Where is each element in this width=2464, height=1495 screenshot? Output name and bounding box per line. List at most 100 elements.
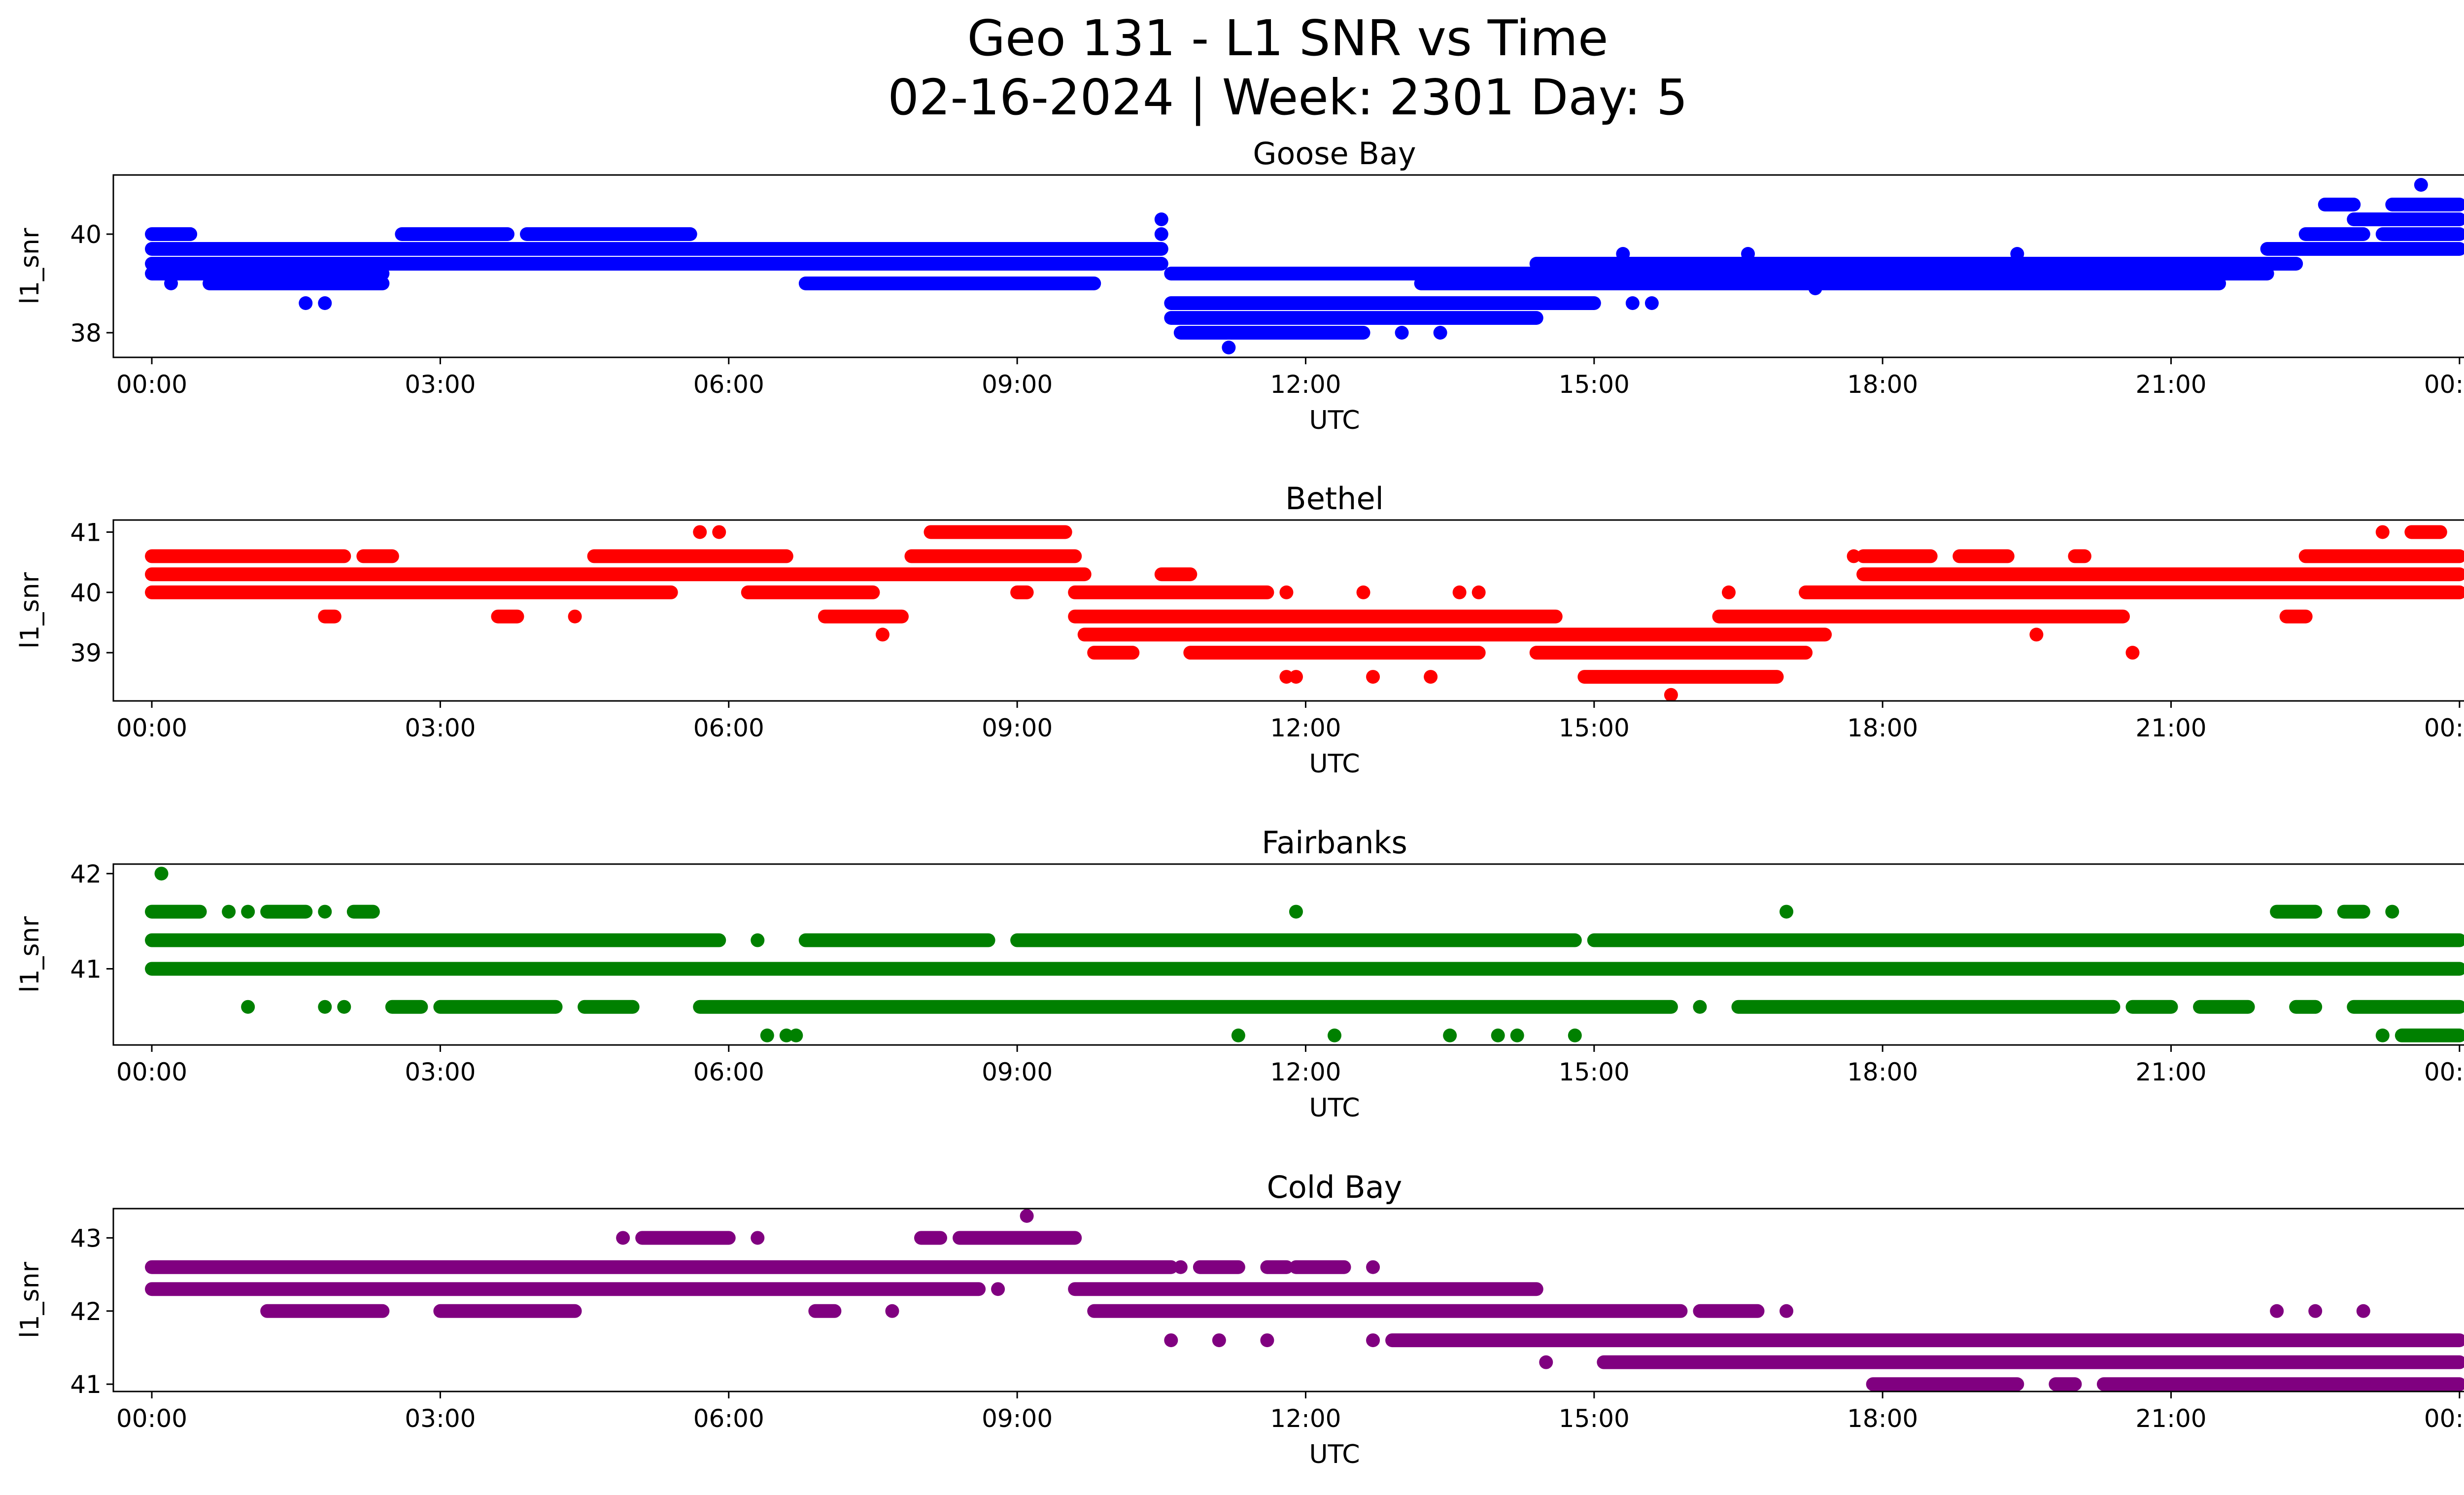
data-point (1356, 585, 1370, 599)
x-tick-label: 09:00 (982, 714, 1053, 742)
subplot-title: Bethel (1285, 481, 1384, 517)
x-tick-label: 00:00 (2424, 1404, 2464, 1433)
x-tick-label: 00:00 (116, 1404, 187, 1433)
y-tick-label: 38 (70, 319, 102, 348)
scatter-series (145, 867, 2464, 1043)
y-axis-label: l1_snr (15, 228, 45, 305)
data-point (318, 1000, 332, 1014)
data-point (1260, 1333, 1274, 1348)
point-band (260, 904, 313, 919)
scatter-series (145, 525, 2464, 701)
point-band (1068, 609, 1563, 624)
data-point (1847, 549, 1861, 563)
data-point (1443, 1028, 1457, 1043)
figure-title-line2: 02-16-2024 | Week: 2301 Day: 5 (888, 69, 1688, 126)
point-band (1866, 1377, 2024, 1391)
point-band (1068, 585, 1274, 599)
data-point (2375, 525, 2390, 539)
point-band (1164, 311, 1543, 325)
data-point (1780, 1304, 1794, 1318)
data-point (154, 867, 169, 881)
data-point (568, 609, 582, 624)
x-tick-label: 15:00 (1559, 714, 1630, 742)
y-tick-label: 41 (70, 955, 102, 983)
point-band (145, 567, 1092, 582)
point-band (145, 1282, 986, 1296)
data-point (616, 1231, 630, 1245)
x-tick-label: 12:00 (1270, 1404, 1341, 1433)
data-point (2125, 646, 2140, 660)
axes-frame (112, 863, 2464, 1046)
x-tick-label: 15:00 (1559, 370, 1630, 399)
data-point (1366, 1333, 1380, 1348)
axes-frame (112, 174, 2464, 358)
data-point (1231, 1028, 1245, 1043)
y-axis-label: l1_snr (15, 572, 45, 649)
point-band (818, 609, 909, 624)
axes-frame (112, 1208, 2464, 1392)
y-axis-label: l1_snr (15, 1261, 45, 1338)
x-tick-label: 09:00 (982, 370, 1053, 399)
scatter-series (145, 178, 2464, 354)
data-point (183, 227, 198, 241)
data-point (1173, 1260, 1188, 1274)
point-band (953, 1231, 1082, 1245)
x-tick-label: 12:00 (1270, 370, 1341, 399)
point-band (1154, 227, 1168, 241)
data-point (318, 904, 332, 919)
point-band (356, 549, 399, 563)
point-band (1587, 933, 2464, 947)
point-band (1183, 646, 1486, 660)
x-tick-label: 18:00 (1847, 370, 1918, 399)
x-tick-label: 21:00 (2135, 714, 2206, 742)
point-band (1087, 646, 1140, 660)
y-tick-label: 39 (70, 639, 102, 667)
point-band (145, 962, 2464, 976)
data-point (1539, 1355, 1553, 1369)
data-point (1568, 1028, 1582, 1043)
x-tick-label: 00:00 (116, 1058, 187, 1086)
data-point (1491, 1028, 1505, 1043)
x-tick-label: 00:00 (116, 370, 187, 399)
point-band (741, 585, 880, 599)
point-band (1289, 1260, 1351, 1274)
x-tick-label: 21:00 (2135, 370, 2206, 399)
x-tick-label: 03:00 (405, 1058, 476, 1086)
x-axis-label: UTC (1309, 406, 1360, 435)
point-band (145, 1260, 1178, 1274)
data-point (760, 1028, 774, 1043)
data-point (1433, 326, 1447, 340)
point-band (798, 933, 995, 947)
data-point (164, 277, 178, 290)
point-band (1693, 1304, 1765, 1318)
data-point (173, 227, 188, 241)
data-point (1395, 326, 1409, 340)
data-point (1212, 1333, 1226, 1348)
data-point (164, 227, 178, 241)
x-tick-label: 21:00 (2135, 1058, 2206, 1086)
data-point (241, 904, 255, 919)
point-band (2068, 549, 2091, 563)
point-band (2347, 212, 2464, 226)
x-tick-label: 06:00 (693, 1404, 764, 1433)
point-band (145, 585, 678, 599)
point-band (1068, 1282, 1543, 1296)
point-band (1856, 567, 2464, 582)
point-band (145, 242, 1168, 256)
point-band (1010, 585, 1034, 599)
x-tick-label: 18:00 (1847, 1404, 1918, 1433)
data-point (2414, 178, 2428, 192)
point-band (2337, 904, 2370, 919)
x-tick-label: 00:00 (2424, 1058, 2464, 1086)
data-point (1693, 1000, 1707, 1014)
data-point (875, 627, 890, 642)
data-point (1721, 585, 1736, 599)
point-band (2096, 1377, 2464, 1391)
data-point (2010, 247, 2024, 261)
data-point (1808, 281, 1822, 295)
x-axis-label: UTC (1309, 1440, 1360, 1469)
data-point (2308, 1304, 2323, 1318)
data-point (991, 1282, 1005, 1296)
y-tick-label: 43 (70, 1224, 102, 1252)
point-band (1548, 296, 1601, 310)
